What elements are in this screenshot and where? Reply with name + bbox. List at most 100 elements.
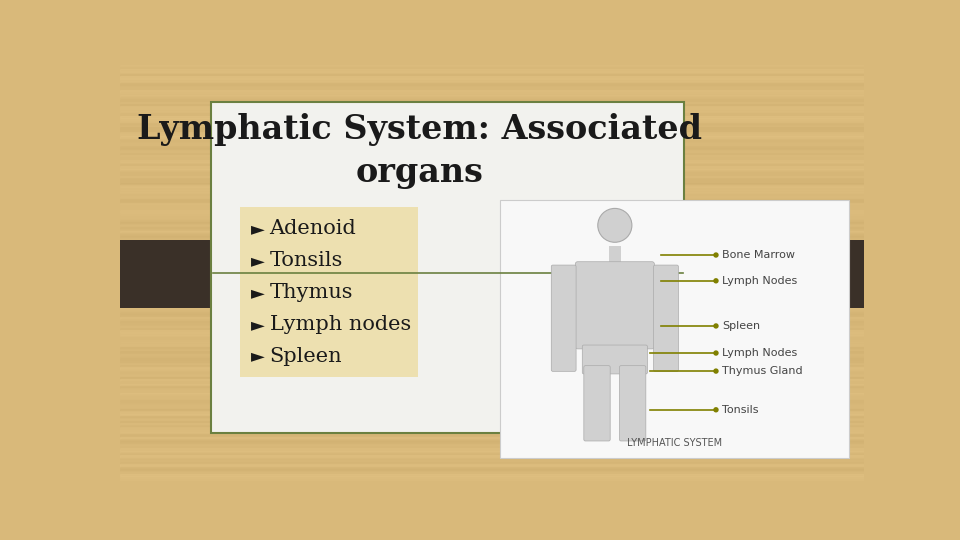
Text: ►: ►: [251, 252, 265, 270]
Bar: [120, 240, 864, 308]
Bar: [120, 238, 864, 240]
Bar: [120, 70, 864, 72]
Bar: [120, 88, 864, 90]
Bar: [120, 383, 864, 386]
Bar: [120, 441, 864, 444]
Bar: [120, 303, 864, 305]
Bar: [120, 92, 864, 95]
Bar: [120, 284, 864, 287]
Bar: [120, 213, 864, 215]
Bar: [120, 233, 864, 236]
Bar: [120, 414, 864, 416]
Bar: [120, 448, 864, 450]
Bar: [120, 176, 864, 178]
Bar: [120, 321, 864, 323]
Bar: [120, 351, 864, 354]
Bar: [120, 211, 864, 213]
Bar: [120, 120, 864, 123]
Circle shape: [713, 407, 719, 413]
Bar: [120, 367, 864, 370]
Bar: [120, 178, 864, 180]
Bar: [120, 226, 864, 229]
Bar: [120, 411, 864, 414]
Bar: [120, 335, 864, 338]
Bar: [120, 416, 864, 418]
Bar: [120, 379, 864, 381]
Bar: [120, 437, 864, 439]
Bar: [120, 208, 864, 210]
Bar: [120, 236, 864, 238]
Bar: [120, 125, 864, 127]
Text: ►: ►: [251, 348, 265, 366]
Bar: [120, 206, 864, 208]
Text: Bone Marrow: Bone Marrow: [722, 250, 795, 260]
Bar: [120, 143, 864, 146]
Bar: [120, 141, 864, 143]
Bar: [120, 407, 864, 409]
Bar: [120, 123, 864, 125]
Bar: [120, 104, 864, 106]
Bar: [120, 319, 864, 321]
Bar: [120, 118, 864, 120]
FancyBboxPatch shape: [619, 366, 646, 441]
Bar: [120, 462, 864, 464]
Bar: [120, 450, 864, 453]
Bar: [120, 298, 864, 300]
Bar: [120, 328, 864, 330]
Bar: [120, 153, 864, 155]
Text: ►: ►: [251, 316, 265, 334]
Bar: [120, 264, 864, 266]
Bar: [120, 266, 864, 268]
Text: Adenoid: Adenoid: [270, 219, 356, 238]
Bar: [120, 97, 864, 99]
Text: LYMPHATIC SYSTEM: LYMPHATIC SYSTEM: [627, 438, 722, 448]
Bar: [120, 455, 864, 457]
Bar: [120, 340, 864, 342]
Bar: [120, 222, 864, 224]
Bar: [120, 372, 864, 374]
Bar: [120, 338, 864, 340]
Bar: [120, 388, 864, 390]
Bar: [120, 76, 864, 79]
Bar: [120, 316, 864, 319]
Bar: [120, 261, 864, 264]
Bar: [120, 307, 864, 309]
Bar: [120, 287, 864, 289]
Bar: [120, 134, 864, 137]
Bar: [120, 111, 864, 113]
Bar: [120, 268, 864, 271]
Bar: [120, 326, 864, 328]
Bar: [120, 347, 864, 349]
Bar: [120, 242, 864, 245]
Bar: [120, 423, 864, 425]
Bar: [211, 102, 684, 433]
Bar: [120, 194, 864, 197]
Text: Thymus: Thymus: [270, 284, 353, 302]
Bar: [120, 173, 864, 176]
Bar: [120, 418, 864, 421]
Bar: [120, 289, 864, 291]
Bar: [120, 139, 864, 141]
Bar: [120, 162, 864, 164]
FancyBboxPatch shape: [584, 366, 611, 441]
Bar: [120, 65, 864, 67]
Bar: [120, 409, 864, 411]
Bar: [120, 446, 864, 448]
Bar: [120, 467, 864, 469]
Bar: [120, 432, 864, 434]
Bar: [120, 464, 864, 467]
Bar: [120, 83, 864, 85]
Bar: [120, 291, 864, 294]
FancyBboxPatch shape: [551, 265, 576, 372]
Bar: [120, 361, 864, 363]
Bar: [120, 180, 864, 183]
Bar: [120, 430, 864, 432]
Bar: [120, 99, 864, 102]
Bar: [120, 159, 864, 162]
Bar: [120, 249, 864, 252]
Bar: [120, 374, 864, 377]
Bar: [120, 305, 864, 307]
Text: Spleen: Spleen: [722, 321, 760, 331]
Text: Lymph Nodes: Lymph Nodes: [722, 348, 798, 358]
Bar: [120, 220, 864, 222]
